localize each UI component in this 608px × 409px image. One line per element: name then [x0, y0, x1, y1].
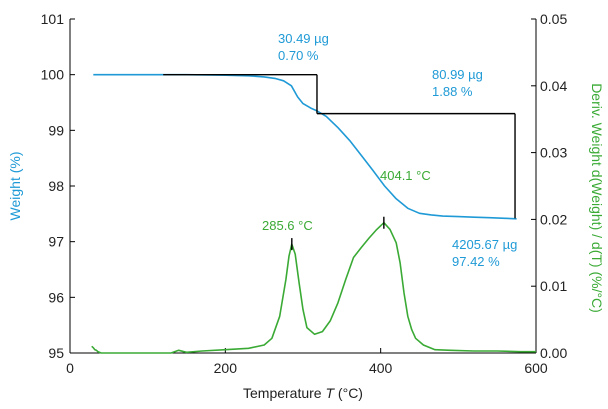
y2-tick-label: 0.03 — [540, 145, 567, 161]
x-axis: 0 200 400 600 — [66, 348, 548, 376]
y2-tick-label: 0.05 — [540, 11, 567, 27]
y-tick-label: 95 — [48, 345, 64, 361]
annotation-step1-percent: 0.70 % — [278, 48, 319, 63]
x-axis-title: Temperature T (°C) — [243, 385, 363, 401]
annotation-peak2: 404.1 °C — [380, 168, 431, 183]
x-tick-label: 0 — [66, 360, 74, 376]
x-tick-label: 600 — [524, 360, 548, 376]
y-tick-label: 100 — [41, 67, 65, 83]
series-layer — [91, 73, 536, 354]
y-tick-label: 98 — [48, 178, 64, 194]
y-axis-deriv-weight: 0.00 0.01 0.02 0.03 0.04 0.05 — [531, 11, 567, 361]
annotation-residue-percent: 97.42 % — [452, 254, 500, 269]
x-axis-title-prefix: Temperature — [243, 385, 325, 401]
y-tick-label: 96 — [48, 289, 64, 305]
y2-tick-label: 0.02 — [540, 211, 567, 227]
annotation-step1-mass: 30.49 µg — [278, 31, 329, 46]
annotation-step2-mass: 80.99 µg — [432, 67, 483, 82]
annotation-peak1: 285.6 °C — [262, 218, 313, 233]
y-tick-label: 97 — [48, 234, 64, 250]
y2-tick-label: 0.04 — [540, 78, 567, 94]
y2-tick-label: 0.01 — [540, 278, 567, 294]
annotation-step2-percent: 1.88 % — [432, 84, 473, 99]
x-tick-label: 200 — [214, 360, 238, 376]
y2-tick-label: 0.00 — [540, 345, 567, 361]
y-tick-label: 101 — [41, 11, 65, 27]
y-tick-label: 99 — [48, 122, 64, 138]
deriv-weight-curve — [91, 221, 536, 354]
x-axis-title-variable: T — [325, 385, 335, 401]
x-tick-label: 400 — [369, 360, 393, 376]
step-annotation-lines — [163, 73, 516, 219]
y-axis-title-weight: Weight (%) — [7, 152, 23, 221]
y-axis-weight: 95 96 97 98 99 100 101 — [41, 11, 75, 361]
y-axis-title-deriv-weight: Deriv. Weight d(Weight) / d(T) (%/°C) — [589, 83, 605, 313]
annotation-residue-mass: 4205.67 µg — [452, 237, 517, 252]
weight-curve — [93, 73, 517, 220]
x-axis-title-unit: (°C) — [334, 385, 363, 401]
annotations — [291, 216, 385, 251]
